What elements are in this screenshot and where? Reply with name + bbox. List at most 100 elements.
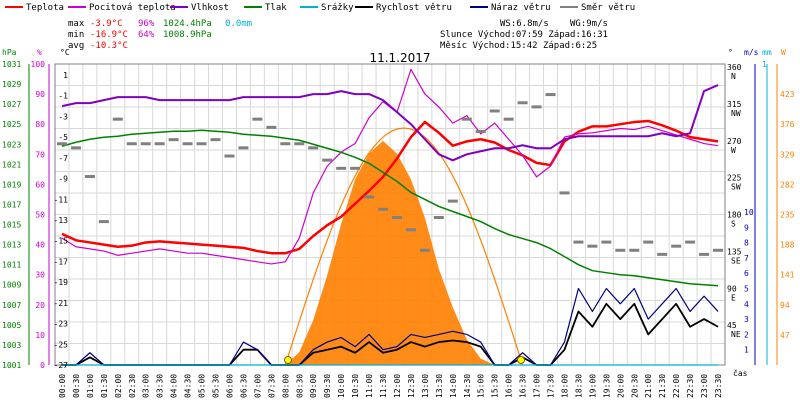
x-tick: 05:30 [212,374,221,398]
wind-direction-mark [112,117,123,121]
stat-min-hum: 64% [138,30,155,40]
wind-speed-tick: 7 [744,254,749,263]
wind-speed-tick: 5 [744,285,749,294]
wind-direction-mark [587,244,598,248]
x-tick: 17:30 [547,374,556,398]
pressure-tick: 1001 [2,361,21,370]
wind-direction-mark [336,166,347,170]
x-tick: 02:30 [128,374,137,398]
direction-label: NE [731,330,741,339]
wind-speed-tick: 1 [744,346,749,355]
direction-label: W [731,146,736,155]
x-tick: 18:30 [574,374,583,398]
x-tick: 19:00 [588,374,597,398]
wind-speed-unit: m/s [744,48,759,57]
stat-max-temp: -3.9°C [90,19,123,29]
wind-direction-mark [56,142,67,146]
x-tick: 16:00 [505,374,514,398]
wind-direction-mark [391,216,402,219]
wind-direction-mark [126,142,137,146]
wind-direction-mark [266,125,277,129]
pressure-tick: 1019 [2,180,21,189]
x-tick: 15:00 [477,374,486,398]
pressure-tick: 1011 [2,261,21,270]
humidity-tick: 90 [35,90,45,99]
wind-direction-mark [713,248,724,252]
temperature-tick: -15 [54,237,69,246]
wind-direction-mark [154,142,165,146]
temperature-tick: -9 [58,175,68,184]
wind-direction-mark [419,248,430,252]
temperature-tick: -17 [54,257,69,266]
wind-direction-mark [224,154,235,158]
wind-direction-mark [280,142,291,146]
wind-direction-mark [433,216,444,219]
stats-panel: max -3.9°C 96% 1024.4hPa 0.0mm min -16.9°C 64% 1… [68,19,608,51]
stat-min-label: min [68,30,84,40]
x-tick: 20:00 [616,374,625,398]
solar-tick: 235 [780,211,795,220]
wind-speed-tick: 10 [744,208,754,217]
x-tick: 11:30 [379,374,388,398]
wind-direction-mark [629,248,640,252]
rain-unit: mm [762,48,772,57]
stat-max-press: 1024.4hPa [163,19,212,29]
humidity-tick: 0 [40,361,45,370]
x-tick: 01:00 [86,374,95,398]
stat-max-label: max [68,19,85,29]
direction-tick: 180 [727,211,742,220]
series-lines [56,68,724,366]
temperature-tick: 1 [63,71,68,80]
x-tick: 02:00 [114,374,123,398]
temperature-tick: -25 [54,340,69,349]
wind-direction-mark [545,93,556,97]
wind-direction-mark [447,199,458,203]
wind-direction-mark [84,175,95,179]
direction-tick: 360 [727,63,742,72]
wind-direction-mark [601,240,612,244]
humidity-tick: 40 [35,241,45,250]
x-tick: 14:00 [449,374,458,398]
wind-direction-mark [252,117,263,121]
legend-label: Vlhkost [191,3,229,13]
wind-direction-mark [405,228,416,232]
wind-direction-mark [196,142,207,146]
x-tick: 17:00 [533,374,542,398]
stat-wind: WS:6.8m/s [500,19,549,29]
direction-tick: 270 [727,137,742,146]
pressure-tick: 1003 [2,341,21,350]
humidity-unit: % [37,48,42,57]
x-tick: 04:00 [170,374,179,398]
x-tick: 21:00 [644,374,653,398]
wind-direction-mark [559,191,570,195]
solar-clear-sky-curve [284,127,524,366]
solar-tick: 47 [780,331,790,340]
solar-radiation-area [61,127,719,366]
wind-direction-mark [140,142,151,146]
temperature-unit: °C [60,48,70,57]
pressure-tick: 1009 [2,281,21,290]
axes: 1031102910271025102310211019101710151013… [2,48,795,398]
pressure-unit: hPa [2,48,17,57]
x-tick: 20:30 [630,374,639,398]
x-axis-label: čas [733,368,748,378]
direction-label: S [731,220,736,229]
wind-direction-mark [643,240,654,244]
stat-max-rain: 0.0mm [225,19,252,29]
direction-tick: 45 [727,321,737,330]
x-tick: 10:30 [351,374,360,398]
x-tick: 13:30 [435,374,444,398]
stat-avg-label: avg [68,41,84,51]
temperature-tick: -1 [58,92,68,101]
humidity-tick: 10 [35,331,45,340]
direction-tick: 135 [727,247,742,256]
temperature-tick: -5 [58,133,68,142]
humidity-tick: 80 [35,120,45,129]
direction-label: N [731,72,736,81]
x-tick: 09:30 [323,374,332,398]
wind-direction-mark [322,158,333,162]
solar-unit: W [781,48,786,57]
pressure-tick: 1007 [2,301,21,310]
wind-direction-mark [461,117,472,121]
legend: Teplota Pocitová teplota Vlhkost Tlak Srážky… [5,3,635,13]
